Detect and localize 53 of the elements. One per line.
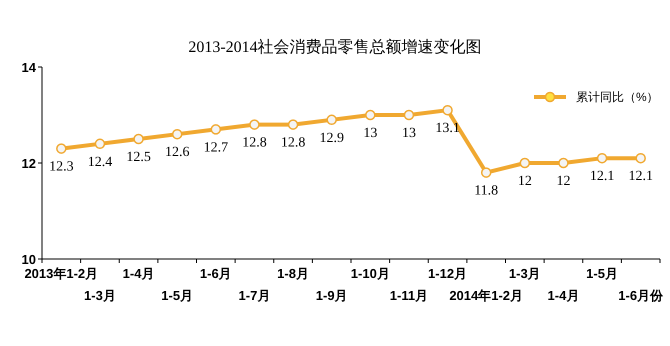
point xyxy=(480,167,492,178)
point xyxy=(596,152,608,164)
point xyxy=(133,134,144,144)
x-tick-label: 1-6月份 xyxy=(618,288,664,303)
legend-label: 累计同比（%） xyxy=(576,90,659,104)
x-tick-label: 1-11月 xyxy=(390,288,428,303)
y-tick-label: 12 xyxy=(22,156,36,171)
data-label: 12.3 xyxy=(49,160,74,175)
x-tick-label: 1-8月 xyxy=(277,266,309,281)
data-label: 12.4 xyxy=(88,154,112,170)
x-tick-label: 1-12月 xyxy=(428,266,468,281)
data-label: 12.8 xyxy=(280,136,306,151)
point xyxy=(288,119,298,130)
point xyxy=(635,152,646,164)
x-tick-label: 2014年1-2月 xyxy=(449,288,524,303)
data-label: 12.1 xyxy=(590,169,614,184)
y-tick-label: 14 xyxy=(22,60,37,75)
point xyxy=(326,114,337,126)
data-label: 13 xyxy=(402,126,416,141)
point xyxy=(249,119,260,130)
data-label: 12.6 xyxy=(164,145,190,160)
y-tick-label: 10 xyxy=(22,252,36,267)
x-tick-label: 1-3月 xyxy=(508,266,541,281)
point xyxy=(520,158,530,168)
legend: 累计同比（%） xyxy=(534,90,659,104)
x-tick-label: 1-5月 xyxy=(161,288,194,303)
point xyxy=(365,110,376,120)
data-label: 12.8 xyxy=(242,136,267,151)
x-tick-label: 1-4月 xyxy=(548,288,580,303)
data-label: 11.8 xyxy=(474,184,498,199)
x-tick-label: 1-9月 xyxy=(316,288,348,303)
point xyxy=(94,138,106,150)
data-label: 13 xyxy=(363,126,378,141)
x-tick-label: 1-6月 xyxy=(200,266,232,281)
x-tick-label: 1-10月 xyxy=(350,266,390,281)
point xyxy=(56,143,67,154)
data-label: 12.5 xyxy=(126,150,151,165)
data-label: 12.7 xyxy=(204,140,228,156)
x-tick-label: 1-7月 xyxy=(238,288,270,303)
point xyxy=(442,104,453,116)
point xyxy=(404,110,414,120)
x-tick-label: 1-3月 xyxy=(84,288,116,303)
point xyxy=(210,124,222,135)
data-label: 12 xyxy=(518,174,532,189)
x-tick-label: 1-4月 xyxy=(122,266,154,281)
point xyxy=(558,158,569,168)
point xyxy=(172,128,182,140)
x-tick-label: 2013年1-2月 xyxy=(24,266,98,281)
data-label: 12.9 xyxy=(319,130,344,146)
chart-title: 2013-2014社会消费品零售总额增速变化图 xyxy=(188,38,482,56)
data-label: 12 xyxy=(556,174,570,189)
data-label: 12.1 xyxy=(628,169,653,184)
x-tick-label: 1-5月 xyxy=(586,266,618,281)
